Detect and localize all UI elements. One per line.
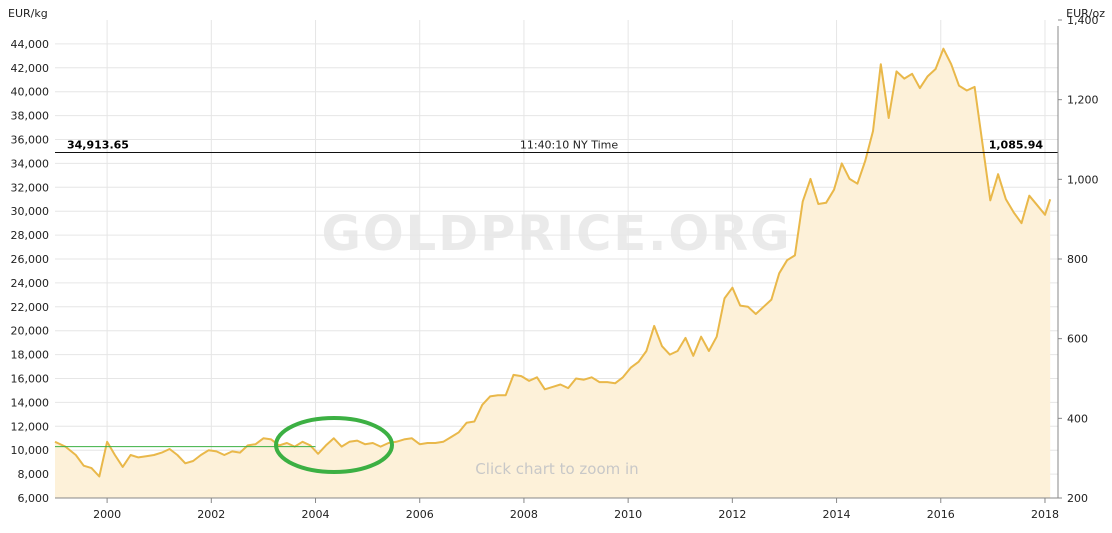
reference-line: [55, 416, 394, 474]
time-label: 11:40:10 NY Time: [520, 138, 618, 151]
zoom-hint: Click chart to zoom in: [475, 460, 638, 478]
x-tick: 2016: [927, 508, 955, 521]
current-value-right: 1,085.94: [989, 138, 1044, 151]
x-tick: 2004: [302, 508, 330, 521]
price-series-line: [54, 47, 1052, 478]
y-tick-left: 18,000: [11, 349, 50, 362]
price-area: [55, 48, 1051, 498]
y-tick-left: 32,000: [11, 181, 50, 194]
watermark: GOLDPRICE.ORG: [321, 206, 791, 262]
y-tick-right: 400: [1067, 412, 1088, 425]
y-tick-right: 800: [1067, 253, 1088, 266]
y-tick-left: 34,000: [11, 157, 50, 170]
x-tick: 2002: [197, 508, 225, 521]
y-tick-left: 42,000: [11, 62, 50, 75]
y-tick-left: 16,000: [11, 373, 50, 386]
y-tick-right: 200: [1067, 492, 1088, 505]
y-tick-right: 1,000: [1067, 173, 1099, 186]
y-tick-left: 38,000: [11, 110, 50, 123]
y-tick-left: 20,000: [11, 325, 50, 338]
y-tick-left: 26,000: [11, 253, 50, 266]
y-tick-left: 24,000: [11, 277, 50, 290]
x-tick: 2000: [93, 508, 121, 521]
labels: 6,000 8,000 10,000 12,000 14,000 16,000 18,000…: [8, 7, 1105, 521]
y-tick-left: 6,000: [18, 492, 50, 505]
highlight-ellipse: [274, 416, 394, 474]
x-tick: 2010: [614, 508, 642, 521]
y-tick-left: 44,000: [11, 38, 50, 51]
price-line: [54, 47, 1052, 478]
x-tick: 2006: [406, 508, 434, 521]
axes: [55, 19, 1062, 503]
y-tick-left: 12,000: [11, 420, 50, 433]
y-tick-left: 8,000: [18, 468, 50, 481]
y-tick-left: 28,000: [11, 229, 50, 242]
y-tick-left: 10,000: [11, 444, 50, 457]
x-tick: 2012: [718, 508, 746, 521]
area-fill: [55, 48, 1051, 498]
y-tick-left: 40,000: [11, 86, 50, 99]
y-tick-left: 14,000: [11, 396, 50, 409]
x-tick: 2008: [510, 508, 538, 521]
y-tick-left: 36,000: [11, 134, 50, 147]
left-axis-unit: EUR/kg: [8, 7, 48, 20]
x-tick: 2018: [1031, 508, 1059, 521]
y-tick-right: 1,400: [1067, 14, 1099, 27]
y-tick-right: 1,200: [1067, 94, 1099, 107]
current-value-left: 34,913.65: [67, 138, 129, 151]
x-tick: 2014: [823, 508, 851, 521]
right-axis-unit: EUR/oz: [1066, 7, 1105, 20]
y-tick-right: 600: [1067, 333, 1088, 346]
y-tick-left: 30,000: [11, 205, 50, 218]
y-tick-left: 22,000: [11, 301, 50, 314]
